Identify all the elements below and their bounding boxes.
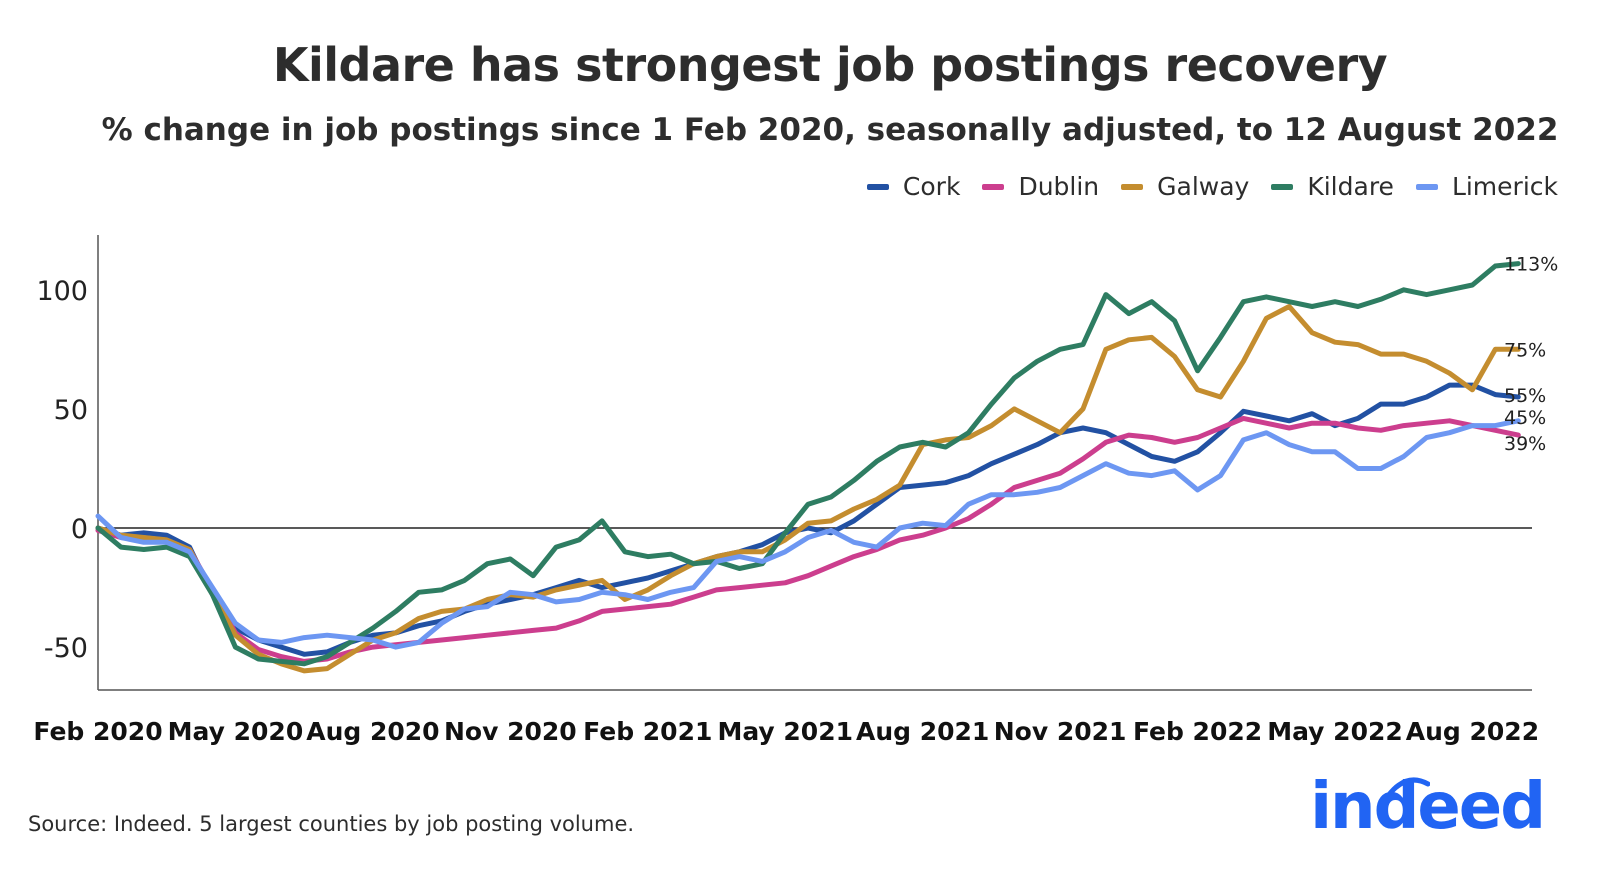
series-line-galway — [95, 304, 1521, 674]
x-tick-label: Nov 2021 — [994, 717, 1127, 746]
indeed-logo: indeed — [1310, 770, 1546, 844]
x-tick-label: May 2021 — [717, 717, 853, 746]
x-tick-label: Aug 2022 — [1406, 717, 1539, 746]
series-line-kildare — [95, 261, 1521, 667]
y-tick-label: -50 — [44, 633, 88, 664]
x-tick-label: Aug 2021 — [856, 717, 989, 746]
legend-item-galway: Galway — [1121, 172, 1249, 201]
legend-item-dublin: Dublin — [982, 172, 1099, 201]
legend-item-kildare: Kildare — [1271, 172, 1394, 201]
chart-legend: Cork Dublin Galway Kildare Limerick — [866, 172, 1558, 201]
legend-label-limerick: Limerick — [1451, 172, 1558, 201]
y-tick-label: 100 — [36, 276, 88, 307]
end-label-galway: 75% — [1504, 339, 1546, 361]
source-note: Source: Indeed. 5 largest counties by jo… — [28, 812, 635, 836]
legend-label-galway: Galway — [1157, 172, 1250, 201]
legend-label-kildare: Kildare — [1307, 172, 1394, 201]
x-tick-label: May 2022 — [1267, 717, 1403, 746]
y-tick-label: 0 — [71, 514, 88, 545]
x-tick-label: Nov 2020 — [444, 717, 577, 746]
series-line-dublin — [95, 415, 1521, 664]
legend-swatch-cork — [866, 183, 889, 190]
series-line-limerick — [95, 418, 1521, 650]
end-label-kildare: 113% — [1504, 254, 1558, 276]
legend-swatch-dublin — [982, 183, 1005, 190]
chart-subtitle: % change in job postings since 1 Feb 202… — [101, 112, 1559, 148]
x-tick-label: Aug 2020 — [306, 717, 439, 746]
end-label-dublin: 39% — [1504, 433, 1546, 455]
legend-swatch-limerick — [1415, 183, 1438, 190]
y-tick-label: 50 — [54, 395, 88, 426]
chart-title: Kildare has strongest job postings recov… — [272, 38, 1388, 92]
x-tick-label: Feb 2022 — [1133, 717, 1262, 746]
x-tick-label: Feb 2021 — [583, 717, 712, 746]
legend-swatch-kildare — [1271, 183, 1294, 190]
legend-label-dublin: Dublin — [1018, 172, 1100, 201]
end-label-cork: 55% — [1504, 385, 1546, 407]
legend-label-cork: Cork — [902, 172, 961, 201]
end-label-limerick: 45% — [1504, 407, 1546, 429]
legend-item-cork: Cork — [866, 172, 961, 201]
legend-item-limerick: Limerick — [1415, 172, 1558, 201]
x-tick-label: Feb 2020 — [33, 717, 162, 746]
legend-swatch-galway — [1121, 183, 1144, 190]
series-line-cork — [95, 382, 1521, 657]
x-tick-label: May 2020 — [168, 717, 304, 746]
indeed-logo-arc-icon — [1386, 777, 1430, 798]
